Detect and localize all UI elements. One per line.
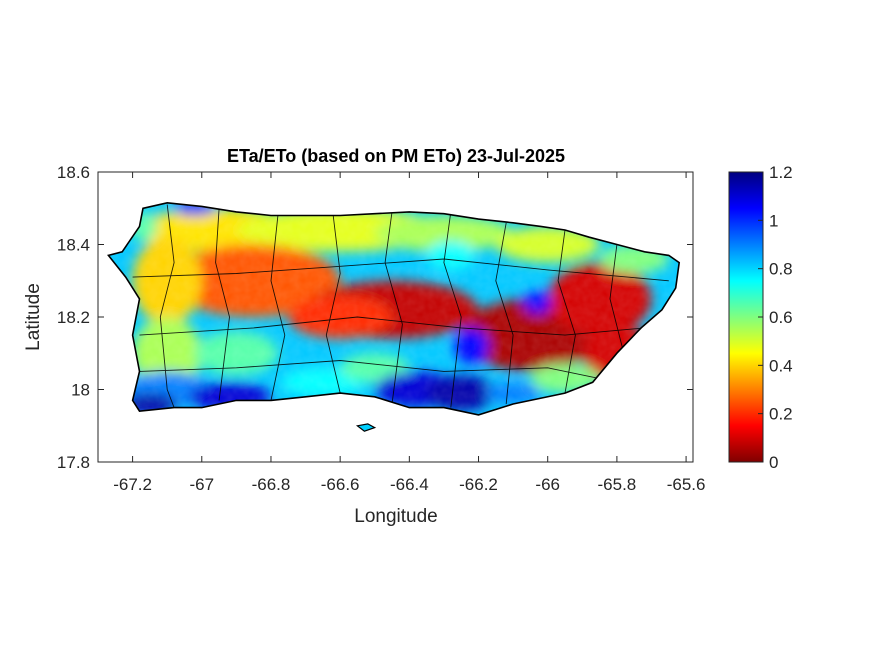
colorbar-tick-label: 1 (769, 211, 778, 230)
x-tick-label: -67 (189, 475, 214, 494)
colorbar-tick-label: 0 (769, 453, 778, 472)
colorbar (728, 171, 764, 463)
chart-title: ETa/ETo (based on PM ETo) 23-Jul-2025 (227, 146, 565, 166)
municipality-border (132, 258, 669, 282)
municipality-border (325, 215, 341, 394)
x-tick-label: -67.2 (113, 475, 152, 494)
y-tick-label: 17.8 (57, 453, 90, 472)
municipality-border (139, 360, 600, 380)
colorbar-tick-label: 1.2 (769, 163, 793, 182)
x-tick-label: -66.6 (321, 475, 360, 494)
x-tick-label: -66 (535, 475, 560, 494)
municipality-border (384, 211, 403, 405)
x-tick-label: -65.8 (598, 475, 637, 494)
municipality-border (557, 229, 576, 394)
colorbar-tick-label: 0.8 (769, 260, 793, 279)
colorbar-ticks: 0 0.2 0.4 0.6 0.8 1 1.2 (758, 163, 793, 472)
colorbar-tick-label: 0.4 (769, 356, 793, 375)
x-tick-label: -66.4 (390, 475, 429, 494)
municipality-borders (132, 204, 669, 408)
municipality-border (215, 208, 230, 401)
x-tick-label: -65.6 (667, 475, 706, 494)
heatmap-layer (108, 202, 680, 415)
x-tick-label: -66.8 (252, 475, 291, 494)
x-axis: -67.2 -67 -66.8 -66.6 -66.4 -66.2 -66 -65.8 -65.… (113, 172, 705, 494)
x-tick-label: -66.2 (459, 475, 498, 494)
y-tick-label: 18 (71, 381, 90, 400)
caja-de-muertos-island (355, 423, 377, 432)
island-outline (107, 201, 681, 416)
colorbar-tick-label: 0.6 (769, 308, 793, 327)
heatmap-texture (108, 202, 680, 415)
municipality-border (443, 211, 462, 408)
x-axis-label: Longitude (354, 506, 437, 527)
municipality-border (609, 244, 625, 354)
y-tick-label: 18.2 (57, 308, 90, 327)
municipality-border (159, 204, 175, 408)
y-tick-label: 18.4 (57, 236, 90, 255)
y-tick-label: 18.6 (57, 163, 90, 182)
municipality-border (270, 215, 286, 401)
municipality-border (139, 316, 645, 336)
colorbar-tick-label: 0.2 (769, 405, 793, 424)
y-axis-label: Latitude (23, 283, 44, 351)
y-axis: 17.8 18 18.2 18.4 18.6 (57, 163, 693, 472)
